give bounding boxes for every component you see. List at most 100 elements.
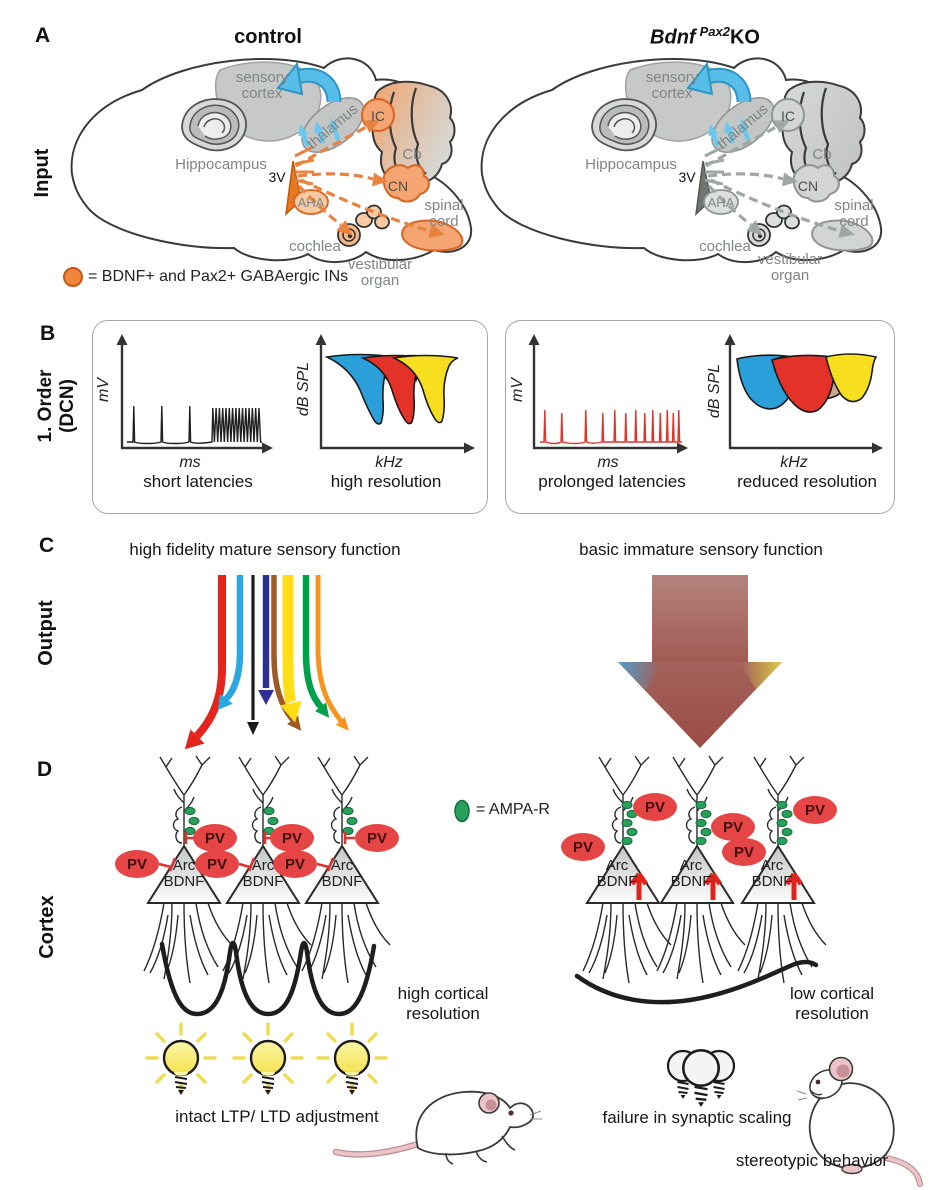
soma-bdnf: BDNF bbox=[751, 873, 793, 890]
panel-a-legend: = BDNF+ and Pax2+ GABAergic INs bbox=[88, 268, 349, 285]
soma-arc: Arc bbox=[760, 857, 784, 874]
label-aha: AHA bbox=[297, 195, 325, 210]
soma-label: Arc BDNF bbox=[152, 858, 216, 890]
ko-tuning-xlabel: kHz bbox=[780, 454, 808, 471]
soma-label: Arc BDNF bbox=[740, 858, 804, 890]
panel-b-ko-box bbox=[505, 320, 895, 514]
row-label-input: Input bbox=[31, 148, 53, 198]
high-resolution-wave bbox=[159, 940, 377, 1017]
ampar-legend-text: = AMPA-R bbox=[476, 801, 550, 818]
pv-cell: PV bbox=[711, 813, 755, 841]
ko-mouse bbox=[796, 1056, 923, 1187]
control-mouse bbox=[332, 1090, 542, 1165]
soma-bdnf: BDNF bbox=[670, 873, 712, 890]
ko-title: Bdnf Pax2KO bbox=[600, 24, 810, 50]
label-3v: 3V bbox=[268, 169, 286, 185]
bdnf-pax2-in-dot-icon bbox=[63, 267, 83, 287]
pv-cell: PV bbox=[633, 793, 677, 821]
control-spike-xlabel: ms bbox=[179, 454, 201, 471]
ko-behavior-caption: stereotypic behavior bbox=[735, 1151, 889, 1170]
control-output-arrows bbox=[184, 575, 350, 750]
soma-arc: Arc bbox=[605, 857, 629, 874]
soma-label: Arc BDNF bbox=[585, 858, 649, 890]
soma-label: Arc BDNF bbox=[659, 858, 723, 890]
soma-label: Arc BDNF bbox=[310, 858, 374, 890]
control-spike-train bbox=[127, 405, 262, 445]
panel-c-letter: C bbox=[39, 534, 55, 557]
ko-spike-xlabel: ms bbox=[597, 454, 619, 471]
control-tuning-caption: high resolution bbox=[330, 472, 442, 491]
control-tuning-ylabel: dB SPL bbox=[295, 361, 312, 417]
control-tuning-curves bbox=[324, 353, 459, 425]
ko-spike-caption: prolonged latencies bbox=[538, 472, 686, 491]
ampa-receptor-icon bbox=[454, 799, 470, 823]
label-cn: CN bbox=[387, 178, 409, 194]
pv-cell: PV bbox=[561, 833, 605, 861]
ko-tuning-caption: reduced resolution bbox=[737, 472, 877, 491]
soma-arc: Arc bbox=[330, 857, 354, 874]
pv-cell: PV bbox=[115, 850, 159, 878]
row-label-first-order: 1. Order (DCN) bbox=[35, 369, 78, 443]
soma-bdnf: BDNF bbox=[163, 873, 205, 890]
label-sensory-cortex: sensory cortex bbox=[235, 69, 289, 102]
control-wave-caption: high cortical resolution bbox=[397, 984, 489, 1023]
panel-d-letter: D bbox=[37, 758, 53, 781]
ko-title-gene: Bdnf bbox=[650, 26, 696, 49]
ko-spike-train bbox=[540, 409, 682, 445]
pv-cell: PV bbox=[193, 824, 237, 852]
label-hippocampus: Hippocampus bbox=[585, 156, 677, 173]
panel-b-graphs bbox=[116, 334, 883, 454]
pv-cell: PV bbox=[270, 824, 314, 852]
panel-a-letter: A bbox=[35, 24, 51, 47]
ko-bulb-caption: failure in synaptic scaling bbox=[602, 1108, 792, 1127]
ko-output-caption: basic immature sensory function bbox=[579, 540, 823, 559]
label-cochlea: cochlea bbox=[289, 238, 341, 255]
pv-cell: PV bbox=[355, 824, 399, 852]
label-3v: 3V bbox=[678, 169, 696, 185]
soma-bdnf: BDNF bbox=[242, 873, 284, 890]
label-cb: Cb bbox=[812, 146, 832, 163]
label-hippocampus: Hippocampus bbox=[175, 156, 267, 173]
pv-cell: PV bbox=[793, 796, 837, 824]
label-cn: CN bbox=[797, 178, 819, 194]
arc-upregulation-arrows bbox=[629, 872, 804, 900]
control-bulb-caption: intact LTP/ LTD adjustment bbox=[175, 1107, 379, 1126]
low-resolution-wave bbox=[574, 959, 819, 1005]
ko-output-arrow bbox=[618, 575, 782, 748]
control-tuning-xlabel: kHz bbox=[375, 454, 403, 471]
row-label-output: Output bbox=[35, 600, 57, 666]
label-ic: IC bbox=[371, 108, 385, 124]
ko-tuning-ylabel: dB SPL bbox=[706, 363, 723, 419]
pv-cell: PV bbox=[722, 838, 766, 866]
ko-wave-caption: low cortical resolution bbox=[789, 984, 875, 1023]
label-vestibular-organ: vestibular organ bbox=[757, 251, 823, 284]
ko-title-suffix: KO bbox=[729, 26, 760, 49]
control-title: control bbox=[234, 26, 302, 48]
soma-bdnf: BDNF bbox=[321, 873, 363, 890]
label-sensory-cortex: sensory cortex bbox=[645, 69, 699, 102]
label-spinal-cord: spinal cord bbox=[834, 197, 874, 230]
control-spike-ylabel: mV bbox=[95, 378, 112, 402]
soma-arc: Arc bbox=[172, 857, 196, 874]
control-spike-caption: short latencies bbox=[143, 472, 253, 491]
soma-arc: Arc bbox=[251, 857, 275, 874]
control-output-caption: high fidelity mature sensory function bbox=[129, 540, 401, 559]
pv-cell: PV bbox=[195, 850, 239, 878]
label-spinal-cord: spinal cord bbox=[424, 197, 464, 230]
label-cb: Cb bbox=[402, 146, 422, 163]
ko-spike-ylabel: mV bbox=[509, 378, 526, 402]
lit-bulbs bbox=[145, 1022, 388, 1097]
row-label-cortex: Cortex bbox=[36, 895, 58, 959]
label-ic: IC bbox=[781, 108, 795, 124]
soma-bdnf: BDNF bbox=[596, 873, 638, 890]
unlit-bulbs bbox=[666, 1049, 736, 1109]
label-cochlea: cochlea bbox=[699, 238, 751, 255]
ko-tuning-curves bbox=[736, 353, 878, 413]
panel-b-control-box bbox=[92, 320, 488, 514]
label-aha: AHA bbox=[707, 195, 735, 210]
soma-arc: Arc bbox=[679, 857, 703, 874]
ko-title-superscript: Pax2 bbox=[699, 24, 730, 39]
label-vestibular-organ: vestibular organ bbox=[347, 256, 413, 289]
